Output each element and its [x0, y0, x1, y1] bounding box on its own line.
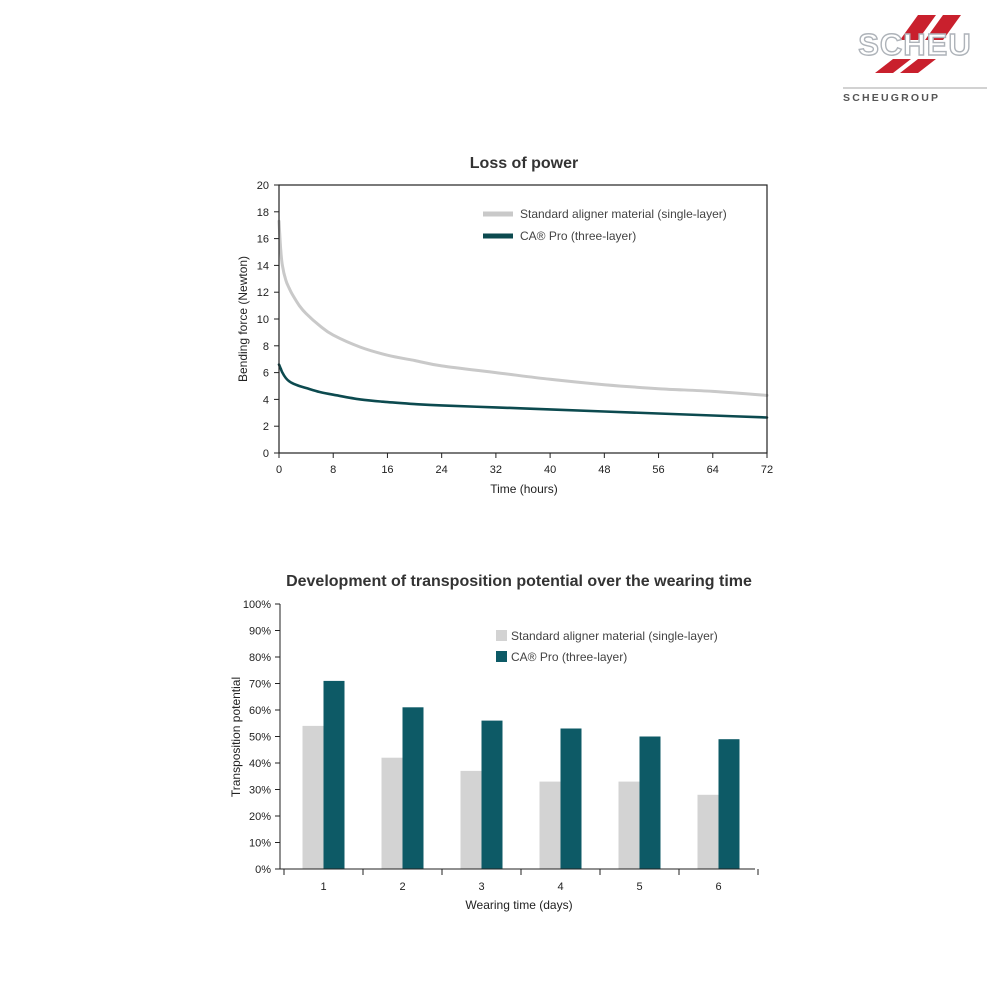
y-tick-label: 8: [263, 341, 269, 353]
y-tick-label: 20%: [249, 811, 271, 823]
x-tick-label: 40: [544, 464, 556, 476]
y-tick-label: 12: [257, 287, 269, 299]
scheu-logo: SCHEU SCHEUGROUP: [843, 15, 987, 104]
bar-ca-pro: [323, 680, 345, 869]
series-line-standard: [277, 219, 769, 397]
bar-standard: [302, 725, 324, 869]
y-tick-label: 6: [263, 368, 269, 380]
x-tick-label: 0: [276, 464, 282, 476]
y-tick-label: 50%: [249, 732, 271, 744]
y-tick-label: 16: [257, 234, 269, 246]
logo-stripe: [925, 15, 961, 40]
y-tick-label: 80%: [249, 652, 271, 664]
x-axis-label: Time (hours): [490, 482, 558, 496]
x-tick-label: 3: [478, 881, 484, 893]
logo-stripe: [900, 59, 936, 73]
legend-label-standard: Standard aligner material (single-layer): [520, 207, 727, 221]
x-tick-label: 32: [490, 464, 502, 476]
bar-standard: [697, 794, 719, 869]
y-tick-label: 30%: [249, 785, 271, 797]
logo-stripe: [900, 15, 936, 40]
x-tick-label: 1: [320, 881, 326, 893]
bars: [302, 680, 740, 869]
legend-swatch-standard: [496, 630, 507, 641]
x-tick-label: 5: [636, 881, 642, 893]
x-tick-label: 56: [652, 464, 664, 476]
x-axis-label: Wearing time (days): [465, 898, 572, 912]
legend: Standard aligner material (single-layer)…: [496, 629, 718, 664]
bar-standard: [460, 770, 482, 869]
x-tick-label: 6: [715, 881, 721, 893]
legend-label-ca-pro: CA® Pro (three-layer): [511, 650, 627, 664]
logo-brand-text: SCHEU: [858, 27, 972, 62]
x-tick-label: 16: [381, 464, 393, 476]
chart-title: Development of transposition potential o…: [286, 573, 752, 590]
x-axis-ticks: 1 2 3 4 5 6: [283, 869, 759, 893]
y-tick-label: 0: [263, 448, 269, 460]
series-lines: [277, 219, 769, 419]
y-tick-label: 4: [263, 394, 269, 406]
bar-standard: [539, 781, 561, 869]
x-tick-label: 8: [330, 464, 336, 476]
y-axis-label: Bending force (Newton): [236, 256, 250, 382]
legend-label-standard: Standard aligner material (single-layer): [511, 629, 718, 643]
x-tick-label: 48: [598, 464, 610, 476]
plot-frame: [278, 184, 768, 454]
legend-label-ca-pro: CA® Pro (three-layer): [520, 229, 636, 243]
y-axis-label: Transposition potential: [229, 677, 243, 797]
x-tick-label: 72: [761, 464, 773, 476]
x-tick-label: 64: [707, 464, 719, 476]
y-axis-ticks: 0% 10% 20% 30% 40% 50% 60% 70% 80% 90% 100%: [243, 599, 280, 876]
x-tick-label: 4: [557, 881, 563, 893]
x-tick-label: 2: [399, 881, 405, 893]
bar-ca-pro: [402, 707, 424, 869]
y-tick-label: 100%: [243, 599, 271, 611]
y-tick-label: 40%: [249, 758, 271, 770]
y-tick-label: 10%: [249, 838, 271, 850]
chart-title: Loss of power: [470, 155, 578, 172]
y-tick-label: 70%: [249, 679, 271, 691]
y-tick-label: 20: [257, 180, 269, 192]
y-tick-label: 10: [257, 314, 269, 326]
legend: Standard aligner material (single-layer)…: [483, 207, 727, 243]
legend-swatch-ca-pro: [496, 651, 507, 662]
series-line-ca-pro: [277, 363, 769, 419]
y-tick-label: 18: [257, 207, 269, 219]
logo-group-text: SCHEUGROUP: [843, 92, 940, 104]
y-tick-label: 2: [263, 421, 269, 433]
x-axis-ticks: 0 8 16 24 32 40 48 56 64 72: [276, 453, 773, 476]
x-tick-label: 24: [436, 464, 448, 476]
y-tick-label: 90%: [249, 626, 271, 638]
y-tick-label: 60%: [249, 705, 271, 717]
y-tick-label: 0%: [255, 864, 271, 876]
y-tick-label: 14: [257, 260, 269, 272]
bar-standard: [618, 781, 640, 869]
transposition-potential-chart: Development of transposition potential o…: [229, 573, 759, 912]
bar-standard: [381, 757, 403, 869]
bar-ca-pro: [560, 728, 582, 869]
bar-ca-pro: [639, 736, 661, 869]
logo-stripe: [875, 59, 911, 73]
y-axis-ticks: 0 2 4 6 8 10 12 14 16 18 20: [257, 180, 279, 460]
bar-ca-pro: [718, 739, 740, 869]
bar-ca-pro: [481, 720, 503, 869]
